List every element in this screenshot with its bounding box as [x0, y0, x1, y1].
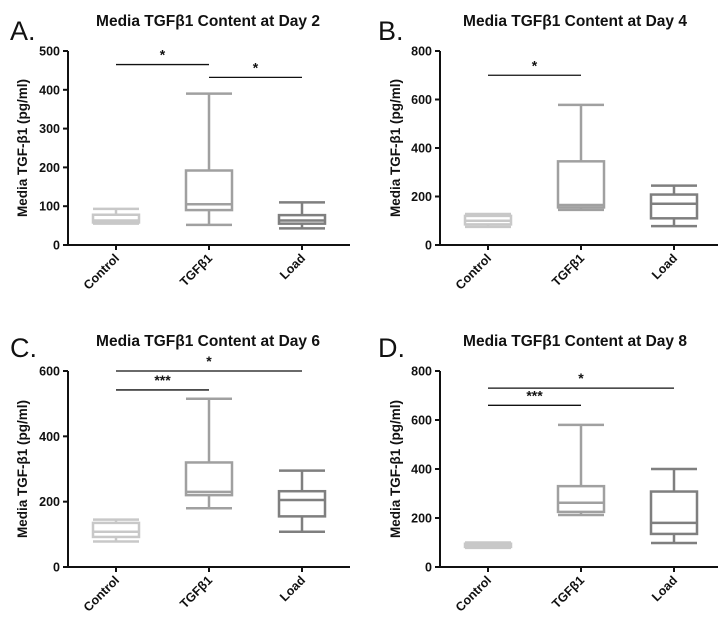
- y-tick-label: 200: [39, 495, 60, 509]
- x-tick-label: Load: [649, 251, 680, 282]
- x-tick-label: TGFβ1: [177, 573, 215, 611]
- y-tick-label: 200: [411, 190, 432, 204]
- x-tick-label: TGFβ1: [177, 251, 215, 289]
- y-tick-label: 400: [411, 142, 432, 156]
- panel-letter: C.: [10, 333, 37, 363]
- y-tick-label: 500: [39, 45, 60, 59]
- y-tick-label: 400: [39, 83, 60, 97]
- x-tick-label: Control: [81, 251, 122, 292]
- y-tick-label: 0: [53, 561, 60, 575]
- box-iqr: [649, 490, 699, 536]
- y-axis-label: Media TGF-β1 (pg/ml): [15, 400, 30, 538]
- chart-title: Media TGFβ1 Content at Day 2: [96, 13, 320, 30]
- chart-title: Media TGFβ1 Content at Day 4: [463, 13, 687, 30]
- x-tick-label: Control: [81, 573, 122, 614]
- box-iqr: [556, 484, 606, 514]
- y-tick-label: 0: [425, 239, 432, 253]
- box-iqr: [277, 489, 327, 518]
- y-tick-label: 800: [411, 365, 432, 379]
- chart-title: Media TGFβ1 Content at Day 6: [96, 333, 320, 350]
- significance-label: *: [253, 59, 259, 75]
- significance-label: *: [532, 57, 538, 73]
- significance-label: *: [206, 353, 212, 369]
- x-tick-label: Load: [649, 573, 680, 604]
- box-iqr: [556, 160, 606, 209]
- significance-label: *: [578, 370, 584, 386]
- y-axis-label: Media TGF-β1 (pg/ml): [388, 79, 403, 217]
- significance-label: ***: [154, 372, 171, 388]
- x-tick-label: Control: [453, 251, 494, 292]
- y-tick-label: 200: [39, 161, 60, 175]
- box-iqr: [184, 169, 234, 212]
- y-tick-label: 0: [425, 561, 432, 575]
- y-tick-label: 200: [411, 512, 432, 526]
- x-tick-label: TGFβ1: [549, 573, 587, 611]
- panel-letter: D.: [378, 333, 405, 363]
- x-tick-label: Control: [453, 573, 494, 614]
- box-iqr: [91, 521, 141, 539]
- y-tick-label: 600: [411, 414, 432, 428]
- y-tick-label: 600: [39, 365, 60, 379]
- y-tick-label: 800: [411, 45, 432, 59]
- y-tick-label: 600: [411, 93, 432, 107]
- box-iqr: [184, 461, 234, 497]
- chart-title: Media TGFβ1 Content at Day 8: [463, 333, 687, 350]
- y-axis-label: Media TGF-β1 (pg/ml): [388, 400, 403, 538]
- y-tick-label: 100: [39, 200, 60, 214]
- panel-letter: B.: [378, 16, 404, 46]
- y-tick-label: 300: [39, 122, 60, 136]
- x-tick-label: TGFβ1: [549, 251, 587, 289]
- y-tick-label: 400: [39, 430, 60, 444]
- x-tick-label: Load: [277, 573, 308, 604]
- box-iqr: [649, 193, 699, 220]
- box-iqr: [91, 213, 141, 224]
- y-tick-label: 400: [411, 463, 432, 477]
- y-tick-label: 0: [53, 239, 60, 253]
- panel-letter: A.: [10, 16, 36, 46]
- significance-label: *: [160, 47, 166, 63]
- y-axis-label: Media TGF-β1 (pg/ml): [15, 79, 30, 217]
- significance-label: ***: [526, 387, 543, 403]
- x-tick-label: Load: [277, 251, 308, 282]
